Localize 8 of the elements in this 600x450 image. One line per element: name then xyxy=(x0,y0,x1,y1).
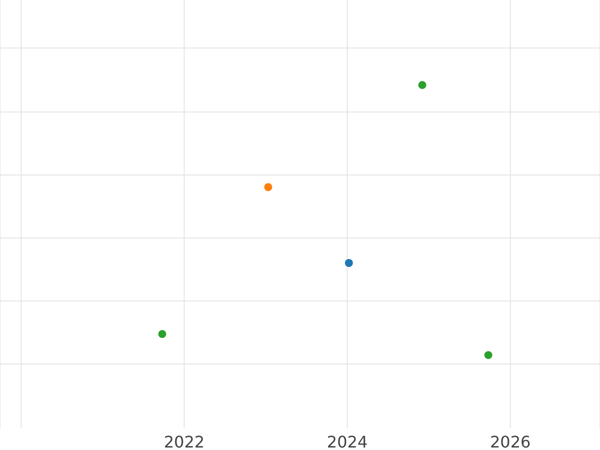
x-tick-label: 2022 xyxy=(164,432,205,450)
point xyxy=(418,81,426,90)
x-tick-label: 2026 xyxy=(490,432,531,450)
x-tick-label: 2024 xyxy=(326,432,368,450)
point xyxy=(484,351,492,360)
point xyxy=(158,330,166,338)
point xyxy=(264,183,272,192)
point xyxy=(344,259,353,268)
